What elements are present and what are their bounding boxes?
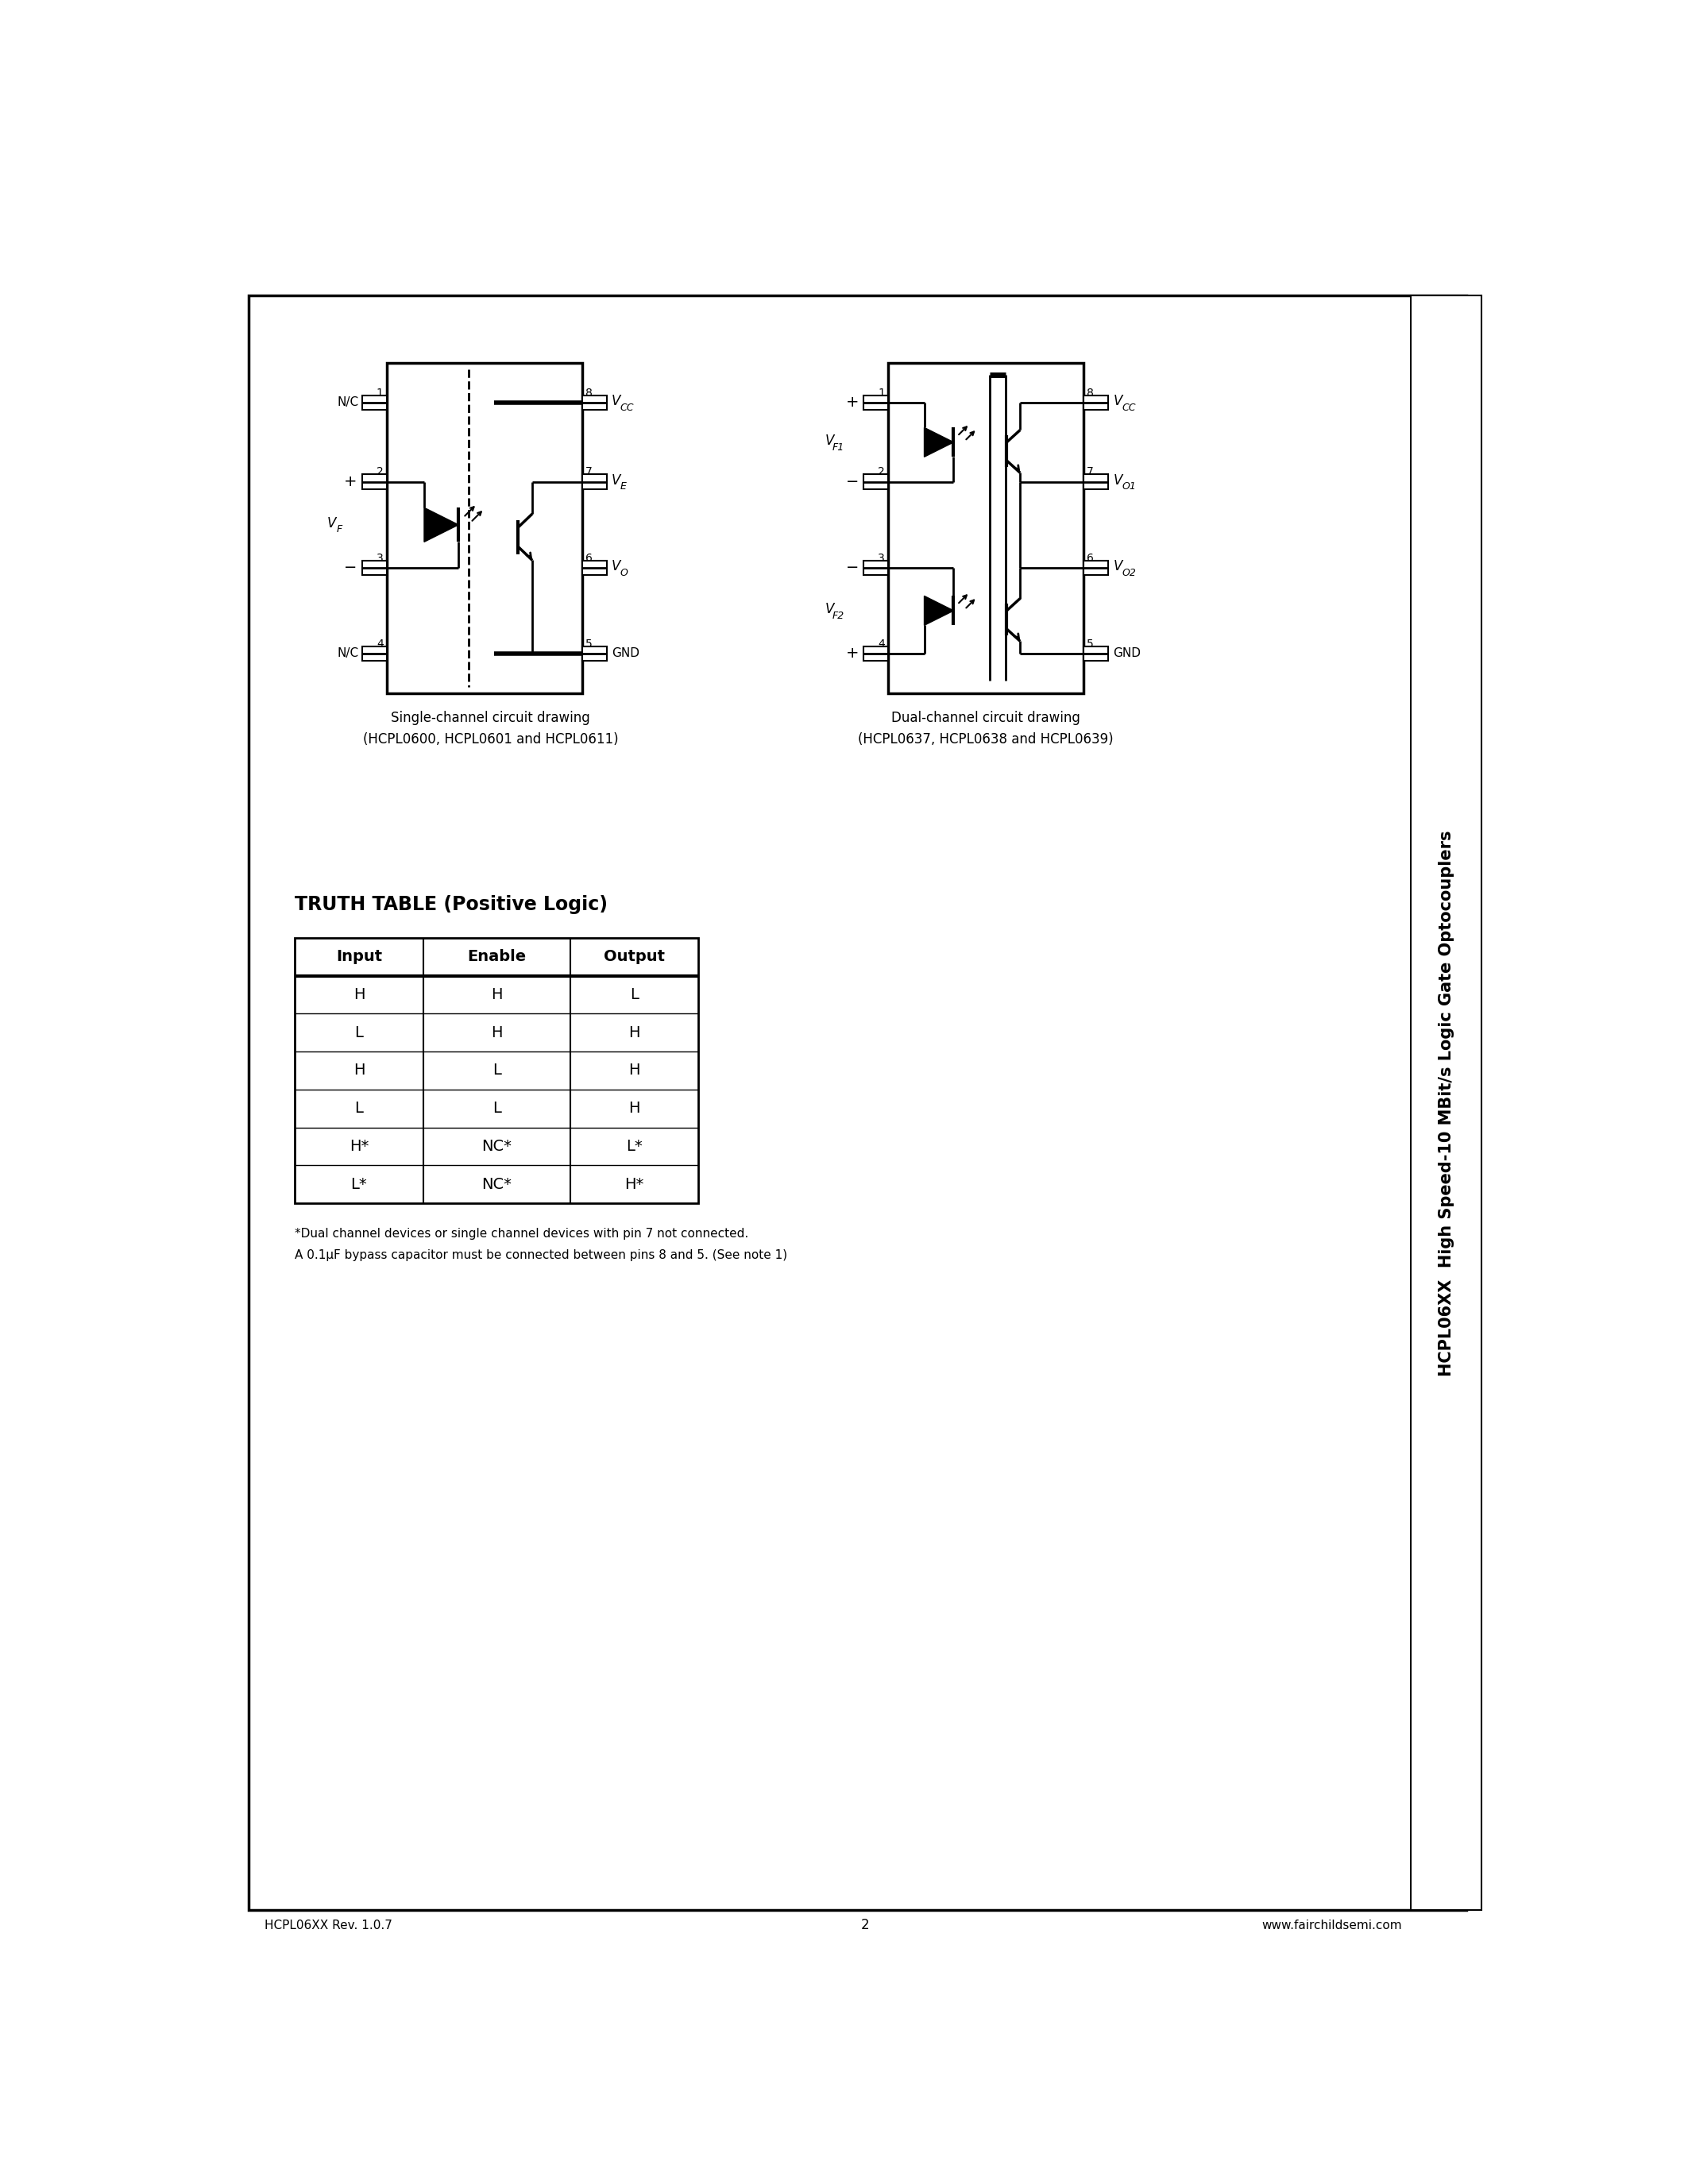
Text: Single-channel circuit drawing: Single-channel circuit drawing <box>392 710 591 725</box>
Text: GND: GND <box>1112 649 1141 660</box>
Text: L: L <box>354 1024 363 1040</box>
Text: N/C: N/C <box>338 397 360 408</box>
Text: L*: L* <box>351 1177 368 1192</box>
Text: V: V <box>611 559 621 574</box>
Bar <box>1084 561 1109 574</box>
Bar <box>295 937 699 1203</box>
Text: H: H <box>628 1064 640 1079</box>
Text: 1: 1 <box>878 387 885 397</box>
Text: V: V <box>825 435 834 448</box>
Text: 6: 6 <box>586 553 592 563</box>
Text: L*: L* <box>626 1138 643 1153</box>
Bar <box>582 474 606 489</box>
Bar <box>361 646 387 662</box>
Text: L: L <box>354 1101 363 1116</box>
Text: F: F <box>336 524 343 535</box>
Bar <box>582 646 606 662</box>
Bar <box>1084 646 1109 662</box>
Text: HCPL06XX  High Speed-10 MBit/s Logic Gate Optocouplers: HCPL06XX High Speed-10 MBit/s Logic Gate… <box>1438 830 1453 1376</box>
Text: NC*: NC* <box>481 1177 511 1192</box>
Text: 4: 4 <box>878 638 885 649</box>
Text: +: + <box>846 395 859 411</box>
Text: +: + <box>846 646 859 662</box>
Text: (HCPL0600, HCPL0601 and HCPL0611): (HCPL0600, HCPL0601 and HCPL0611) <box>363 732 618 747</box>
Text: NC*: NC* <box>481 1138 511 1153</box>
Text: 7: 7 <box>1087 467 1094 478</box>
Text: 1: 1 <box>376 387 383 397</box>
Text: Enable: Enable <box>468 950 527 965</box>
Text: −: − <box>846 474 859 489</box>
Polygon shape <box>925 596 954 625</box>
Text: 3: 3 <box>878 553 885 563</box>
Text: 4: 4 <box>376 638 383 649</box>
Text: V: V <box>1112 395 1123 408</box>
Text: V: V <box>1112 559 1123 574</box>
Bar <box>1084 474 1109 489</box>
Bar <box>387 363 582 692</box>
Text: +: + <box>344 474 358 489</box>
Bar <box>1411 295 1482 1911</box>
Text: V: V <box>825 603 834 616</box>
Bar <box>582 395 606 411</box>
Text: H: H <box>353 987 365 1002</box>
Text: V: V <box>327 515 336 531</box>
Text: V: V <box>1112 474 1123 487</box>
Polygon shape <box>424 507 459 542</box>
Text: L: L <box>493 1101 501 1116</box>
Text: 8: 8 <box>1087 387 1094 397</box>
Polygon shape <box>925 428 954 456</box>
Text: O2: O2 <box>1123 568 1136 579</box>
Bar <box>582 561 606 574</box>
Text: H*: H* <box>625 1177 643 1192</box>
Text: H: H <box>628 1024 640 1040</box>
Text: Input: Input <box>336 950 381 965</box>
Text: 3: 3 <box>376 553 383 563</box>
Bar <box>864 646 888 662</box>
Bar <box>888 363 1084 692</box>
Text: L: L <box>493 1064 501 1079</box>
Text: L: L <box>630 987 638 1002</box>
Bar <box>361 474 387 489</box>
Text: 8: 8 <box>586 387 592 397</box>
Text: F2: F2 <box>832 609 844 620</box>
Bar <box>361 395 387 411</box>
Text: E: E <box>619 483 626 491</box>
Text: O1: O1 <box>1123 483 1136 491</box>
Text: H: H <box>491 1024 503 1040</box>
Text: 5: 5 <box>1087 638 1094 649</box>
Text: N/C: N/C <box>338 649 360 660</box>
Bar <box>864 474 888 489</box>
Text: H: H <box>491 987 503 1002</box>
Bar <box>361 561 387 574</box>
Text: www.fairchildsemi.com: www.fairchildsemi.com <box>1261 1920 1401 1931</box>
Text: A 0.1μF bypass capacitor must be connected between pins 8 and 5. (See note 1): A 0.1μF bypass capacitor must be connect… <box>295 1249 787 1260</box>
Bar <box>864 395 888 411</box>
Text: Dual-channel circuit drawing: Dual-channel circuit drawing <box>891 710 1080 725</box>
Text: Output: Output <box>604 950 665 965</box>
Text: V: V <box>611 474 621 487</box>
Text: (HCPL0637, HCPL0638 and HCPL0639): (HCPL0637, HCPL0638 and HCPL0639) <box>858 732 1114 747</box>
Bar <box>1084 395 1109 411</box>
Text: TRUTH TABLE (Positive Logic): TRUTH TABLE (Positive Logic) <box>295 895 608 913</box>
Text: CC: CC <box>619 402 635 413</box>
Text: O: O <box>619 568 628 579</box>
Text: 2: 2 <box>861 1918 869 1933</box>
Text: H: H <box>353 1064 365 1079</box>
Text: H*: H* <box>349 1138 368 1153</box>
Text: F1: F1 <box>832 441 844 452</box>
Text: H: H <box>628 1101 640 1116</box>
Text: CC: CC <box>1123 402 1136 413</box>
Text: 2: 2 <box>376 467 383 478</box>
Text: −: − <box>344 559 358 574</box>
Text: 5: 5 <box>586 638 592 649</box>
Text: GND: GND <box>611 649 640 660</box>
Bar <box>864 561 888 574</box>
Text: *Dual channel devices or single channel devices with pin 7 not connected.: *Dual channel devices or single channel … <box>295 1227 748 1241</box>
Text: −: − <box>846 559 859 574</box>
Text: V: V <box>611 395 621 408</box>
Text: HCPL06XX Rev. 1.0.7: HCPL06XX Rev. 1.0.7 <box>263 1920 392 1931</box>
Text: 6: 6 <box>1087 553 1094 563</box>
Text: 7: 7 <box>586 467 592 478</box>
Text: 2: 2 <box>878 467 885 478</box>
